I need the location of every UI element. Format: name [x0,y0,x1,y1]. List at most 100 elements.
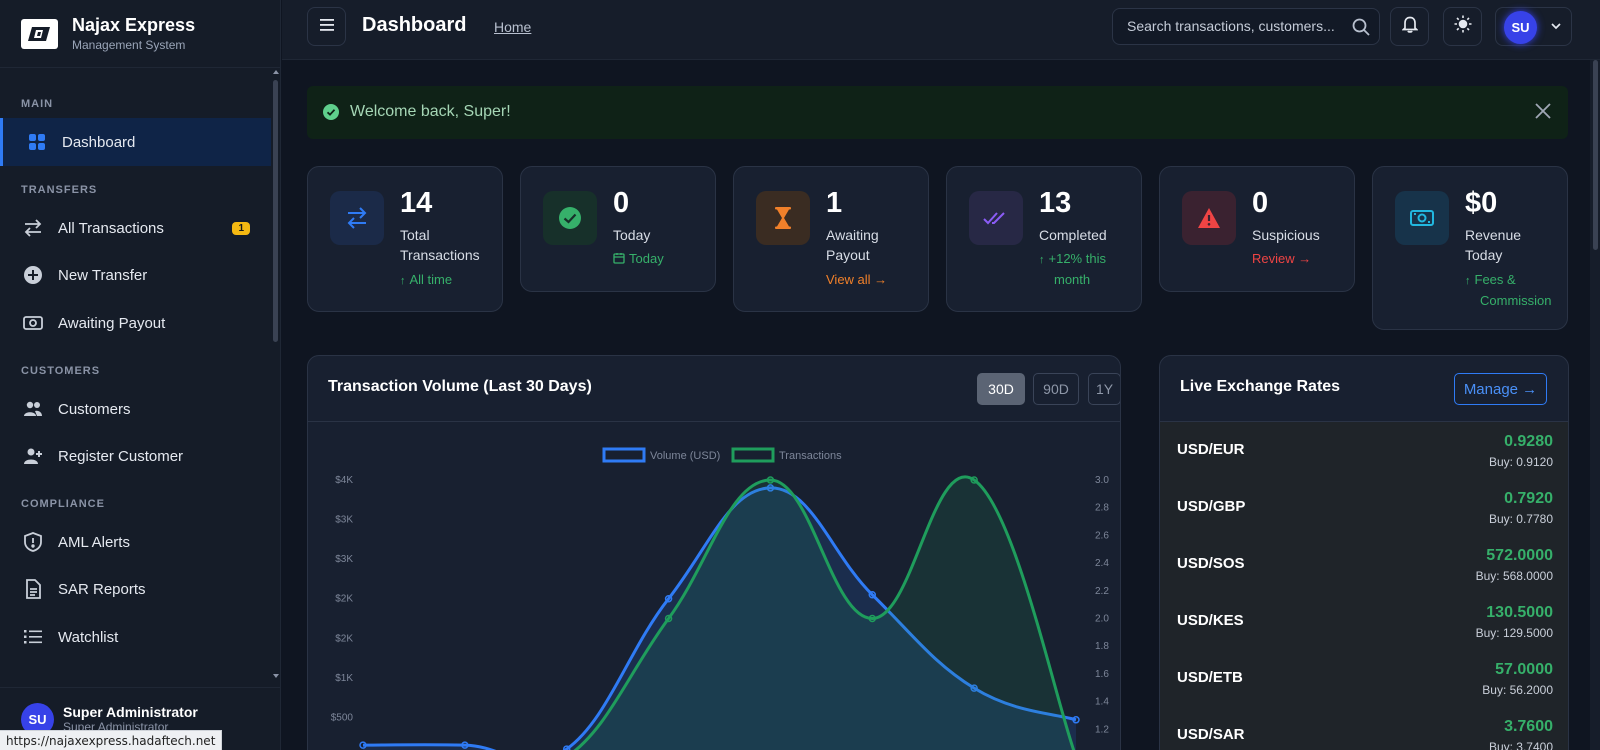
sun-icon [1454,15,1472,38]
check-circle-icon [323,104,339,125]
y-right-tick-label: 1.4 [1095,697,1109,708]
data-point [461,741,469,749]
stat-sub: ↑ +12% this month [1039,251,1106,287]
sidebar-scrollbar[interactable] [271,68,281,680]
rate-pair: USD/GBP [1177,498,1246,515]
data-point [664,594,673,603]
data-point [359,741,367,749]
sidebar-item-aml-alerts[interactable]: AML Alerts [0,518,271,566]
sidebar-item-label: Dashboard [62,133,136,151]
series-area [575,477,1074,750]
stat-sub: ↑ All time [400,272,453,287]
review-link[interactable]: Review → [1252,251,1312,266]
alert-message: Welcome back, Super! [350,103,511,120]
arrow-up-icon: ↑ [1465,275,1471,287]
stat-card-revenue-today[interactable]: $0 Revenue Today ↑ Fees & Commission [1372,166,1568,330]
sidebar-item-sar-reports[interactable]: SAR Reports [0,565,271,613]
stat-card-today[interactable]: 0 Today Today [520,166,716,292]
arrow-up-icon: ↑ [400,275,406,287]
stat-label: Suspicious [1252,227,1320,243]
brand-logo-icon [21,18,58,49]
sidebar-item-new-transfer[interactable]: New Transfer [0,251,271,299]
y-right-tick-label: 1.6 [1095,669,1109,680]
nav-section-compliance: COMPLIANCE [21,498,105,510]
brand-name: Najax Express [72,14,196,35]
stat-sub: Today [613,249,713,269]
warning-icon [1182,191,1236,245]
sidebar-item-label: All Transactions [58,219,164,237]
data-point [766,476,775,484]
view-all-link[interactable]: View all → [826,272,888,287]
profile-menu-button[interactable]: SU [1495,7,1572,46]
top-header: Dashboard Home SU [282,0,1600,60]
double-check-icon [969,191,1023,245]
legend-label: Volume (USD) [650,450,720,462]
sidebar-item-customers[interactable]: Customers [0,385,271,433]
rate-sell: 57.0000 [1495,661,1553,678]
stat-sub: ↑ Fees & Commission [1465,272,1552,308]
range-90d-button[interactable]: 90D [1033,373,1079,405]
search-box [1112,8,1380,45]
rate-row: USD/SOS 572.0000 Buy: 568.0000 [1160,536,1568,593]
y-right-tick-label: 2.0 [1095,614,1109,625]
rate-sell: 0.9280 [1504,433,1553,450]
brand[interactable]: Najax Express Management System [0,0,280,68]
volume-chart: $0$500$1K$2K$2K$3K$3K$4K1.01.21.41.61.82… [331,447,1109,750]
rate-row: USD/SAR 3.7600 Buy: 3.7400 [1160,707,1568,750]
rate-buy: Buy: 0.9120 [1488,455,1553,469]
rate-row: USD/KES 130.5000 Buy: 129.5000 [1160,593,1568,650]
stat-label: Today [613,227,651,243]
stat-label: Total Transactions [400,227,480,263]
panel-header: Transaction Volume (Last 30 Days) 30D 90… [308,356,1120,422]
theme-toggle-button[interactable] [1443,7,1482,46]
stat-card-suspicious[interactable]: 0 Suspicious Review → [1159,166,1355,292]
stat-card-awaiting-payout[interactable]: 1 Awaiting Payout View all → [733,166,929,312]
sidebar-item-dashboard[interactable]: Dashboard [0,118,271,166]
stat-value: 0 [1252,187,1269,219]
legend-label: Transactions [779,450,842,462]
menu-toggle-button[interactable] [307,7,346,46]
manage-rates-button[interactable]: Manage → [1454,373,1547,405]
page-scrollbar-thumb[interactable] [1593,60,1598,250]
page-scrollbar[interactable] [1590,60,1600,750]
check-circle-icon [543,191,597,245]
y-left-tick-label: $3K [335,515,353,526]
notifications-button[interactable] [1390,7,1429,46]
y-left-tick-label: $2K [335,633,353,644]
series-area [363,487,1076,750]
sidebar-item-register-customer[interactable]: Register Customer [0,432,271,480]
status-url: https://najaxexpress.hadaftech.net [0,730,223,750]
rate-pair: USD/KES [1177,612,1244,629]
rate-sell: 0.7920 [1504,490,1553,507]
arrows-swap-icon [22,217,44,239]
sidebar-scrollbar-thumb[interactable] [273,80,278,342]
list-icon [22,626,44,648]
sidebar-item-label: Register Customer [58,447,184,465]
sidebar-item-awaiting-payout[interactable]: Awaiting Payout [0,299,271,347]
sidebar-item-all-transactions[interactable]: All Transactions 1 [0,204,271,252]
sidebar-item-watchlist[interactable]: Watchlist [0,613,271,661]
grid-icon [26,131,48,153]
cash-icon [1395,191,1449,245]
user-name: Super Administrator [63,704,198,720]
range-1y-button[interactable]: 1Y [1088,373,1120,405]
stat-value: $0 [1465,187,1498,219]
exchange-rates-panel: Live Exchange Rates Manage → USD/EUR 0.92… [1159,355,1569,750]
breadcrumb-home[interactable]: Home [494,19,532,35]
close-icon[interactable] [1534,102,1552,125]
range-30d-button[interactable]: 30D [977,373,1025,405]
y-right-tick-label: 3.0 [1095,475,1109,486]
panel-title: Transaction Volume (Last 30 Days) [328,378,592,395]
data-point [766,484,775,492]
sidebar-item-label: Customers [58,400,131,418]
stat-card-total-transactions[interactable]: 14 Total Transactions ↑ All time [307,166,503,312]
arrow-up-icon: ↑ [1039,254,1045,266]
avatar: SU [1504,11,1537,44]
search-icon[interactable] [1352,18,1370,41]
panel-header: Live Exchange Rates Manage → [1160,356,1568,422]
rate-buy: Buy: 129.5000 [1475,626,1553,640]
arrows-swap-icon [330,191,384,245]
data-point [664,614,673,623]
stat-card-completed[interactable]: 13 Completed ↑ +12% this month [946,166,1142,312]
search-input[interactable] [1113,9,1348,43]
